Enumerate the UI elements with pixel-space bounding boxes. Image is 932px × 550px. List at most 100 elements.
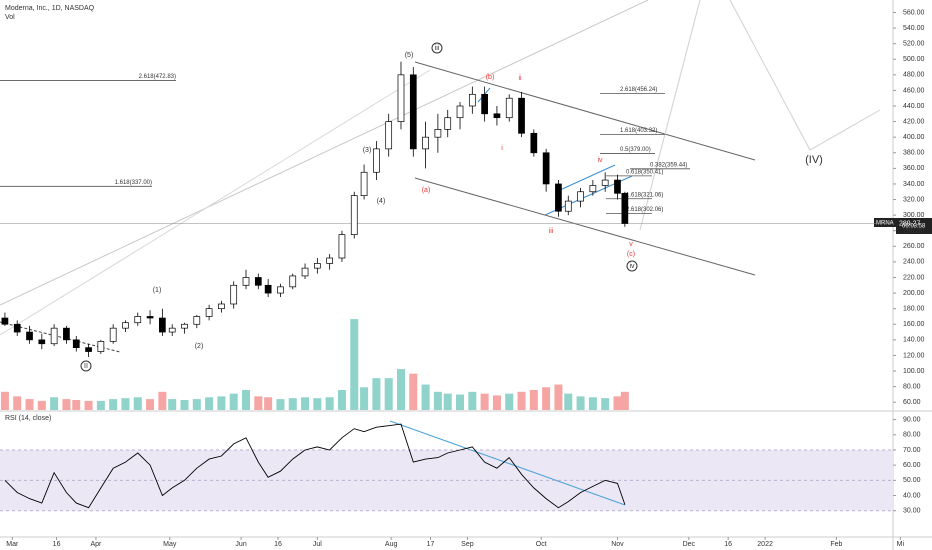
x-tick-label: Aug [385,541,398,548]
x-tick-label: 16 [724,541,732,548]
volume-bar [13,396,22,410]
y-tick-label: 340.00 [903,181,925,188]
candle-body [301,267,309,277]
candle-body [205,308,213,317]
y-tick-label: 360.00 [903,165,925,172]
volume-bar [121,398,130,410]
volume-bar [456,394,465,410]
volume-bar [25,399,34,410]
candle-body [50,327,58,345]
volume-bar [529,390,538,410]
volume-bar [542,387,551,410]
candle-body [72,339,80,348]
wave-label: v [629,241,633,248]
volume-bar [205,397,214,410]
volume-bar [325,397,334,410]
x-tick-label: Dec [683,541,696,548]
volume-bar [372,378,381,410]
volume-bar [480,393,489,410]
volume-bar [242,390,251,410]
volume-bar [229,393,238,410]
wave-label: (5) [405,52,414,59]
candle-body [277,286,284,294]
y-tick-label: 260.00 [903,243,925,250]
rsi-tick-label: 60.00 [903,462,921,469]
candle-body [468,93,476,107]
fib-label: 2.618(456.24) [620,87,657,93]
volume-bar [492,395,501,410]
candle-body [601,179,609,186]
y-tick-label: 180.00 [903,306,925,313]
y-tick-label: 400.00 [903,134,925,141]
rsi-tick-label: 80.00 [903,432,921,439]
candle-body [122,322,129,329]
rsi-tick-label: 90.00 [903,416,921,423]
candle-body [434,129,442,138]
y-tick-label: 200.00 [903,290,925,297]
y-tick-label: 320.00 [903,196,925,203]
trend-line [0,0,649,306]
candle-body [564,200,572,212]
volume-bar [360,387,369,410]
rsi-label: RSI (14, close) [5,415,51,422]
volume-bar [350,319,359,410]
candle-body [385,121,393,150]
candle-body [242,277,250,286]
volume-bar [168,399,177,410]
wave-label: (3) [363,147,372,154]
volume-bar [50,397,59,410]
y-tick-label: 460.00 [903,87,925,94]
candle-body [13,323,21,333]
channel-line [559,164,616,191]
y-tick-label: 500.00 [903,56,925,63]
candle-body [481,93,488,115]
wave-label: (c) [627,251,635,258]
candle-body [63,327,70,341]
x-tick-label: Feb [830,541,842,548]
volume-bar [72,400,81,410]
volume-bar [517,391,526,410]
fib-label: 2.618(302.06) [626,207,663,213]
candle-body [254,277,262,286]
volume-bar [217,396,226,410]
y-tick-label: 280.00 [903,228,925,235]
y-tick-label: 160.00 [903,321,925,328]
volume-bar [554,384,563,410]
y-tick-label: 60.00 [903,399,921,406]
rsi-trend-line [389,420,626,506]
x-tick-label: Apr [90,541,102,548]
x-tick-label: Sep [461,541,474,548]
y-tick-label: 380.00 [903,150,925,157]
wave-label: (IV) [805,154,823,166]
wave-label: ii [518,75,522,82]
rsi-tick-label: 40.00 [903,492,921,499]
wave-labels: (5) iii (b) ii (a) i iii iv v (c) iv (IV… [84,45,823,370]
volume-bar [588,397,597,410]
candle-body [555,183,562,212]
x-tick-label: Mi [897,541,905,548]
volume-bar [601,398,610,410]
candle-body [159,317,166,333]
volume-bar [254,396,263,410]
wave-label: iv [629,263,635,270]
volume-bar [109,399,118,410]
candle-body [146,316,154,319]
x-tick-label: May [163,541,177,548]
candle-body [181,323,188,329]
volume-bar [158,391,167,410]
wave-label: iv [597,157,603,164]
candle-body [589,185,597,193]
y-tick-label: 120.00 [903,352,925,359]
channel-line [414,61,756,161]
candle-body [193,316,201,325]
candle-body [456,105,464,119]
candle-body [134,316,142,324]
chart-title: Moderna, Inc., 1D, NASDAQ [5,5,95,12]
x-tick-label: Jun [235,541,246,548]
candle-body [409,74,417,150]
volume-bar [505,393,514,410]
fib-label: 0.5(379.00) [620,147,651,153]
y-tick-label: 520.00 [903,40,925,47]
fib-label: 0.618(350.41) [626,169,663,175]
